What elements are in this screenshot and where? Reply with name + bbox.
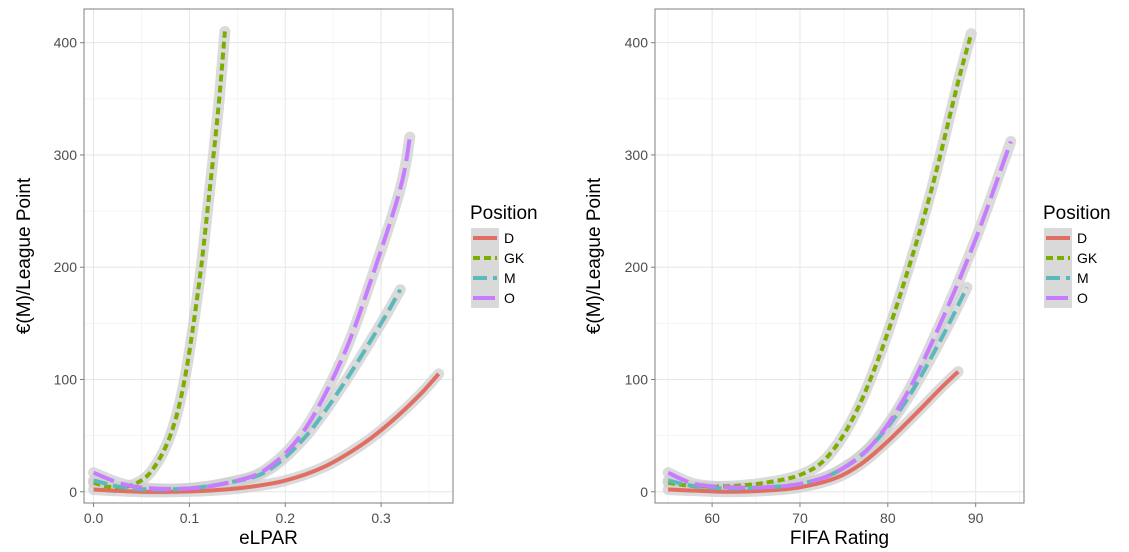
y-axis-title: €(M)/League Point <box>584 177 605 334</box>
series-line-d <box>93 372 441 494</box>
x-tick-label: 0.2 <box>276 510 296 526</box>
plot-area <box>655 9 1024 503</box>
x-axis-title: eLPAR <box>239 528 298 549</box>
legend-label-o: O <box>1077 290 1088 306</box>
x-tick-label: 60 <box>704 510 720 526</box>
series-group <box>662 28 1017 498</box>
y-axis-title: €(M)/League Point <box>14 177 35 334</box>
series-line-o <box>92 136 412 492</box>
series-line-o <box>667 140 1013 490</box>
x-tick-label: 90 <box>968 510 984 526</box>
y-tick-label: 300 <box>54 147 78 163</box>
legend-label-d: D <box>504 230 514 246</box>
y-tick-label: 400 <box>625 35 649 51</box>
x-tick-label: 0.1 <box>180 510 200 526</box>
y-tick-label: 0 <box>69 484 77 500</box>
legend-label-m: M <box>504 270 516 286</box>
x-axis-title: FIFA Rating <box>790 528 889 549</box>
x-tick-label: 70 <box>792 510 808 526</box>
legend-label-m: M <box>1077 270 1089 286</box>
legend: Position D GK MO <box>470 203 538 308</box>
x-tick-label: 0.3 <box>371 510 391 526</box>
series-line-d <box>668 370 960 494</box>
legend: Position D GK MO <box>1043 203 1111 308</box>
series-group <box>88 25 445 498</box>
legend-title: Position <box>1043 203 1111 224</box>
chart-panel-1: 0.0 0.1 0.2 0.3 0 100 200 300 400 eLPAR €(M)/Leagu… <box>14 8 538 549</box>
legend-label-d: D <box>1077 230 1087 246</box>
y-tick-label: 400 <box>54 35 78 51</box>
series-line-gk <box>93 31 227 490</box>
legend-label-o: O <box>504 290 515 306</box>
x-tick-label: 0.0 <box>84 510 104 526</box>
legend-title: Position <box>470 203 538 224</box>
y-tick-label: 0 <box>640 484 648 500</box>
y-tick-label: 200 <box>54 259 78 275</box>
y-tick-label: 100 <box>625 372 649 388</box>
plot-border <box>83 8 454 504</box>
y-tick-label: 300 <box>625 147 649 163</box>
plot-area <box>84 9 453 503</box>
y-tick-label: 200 <box>625 259 649 275</box>
chart-panel-2: 60 70 80 90 0 100 200 300 400 FIFA Rating €(M)/Lea… <box>584 8 1111 549</box>
x-tick-label: 80 <box>880 510 896 526</box>
plot-border <box>654 8 1025 504</box>
y-tick-label: 100 <box>54 372 78 388</box>
legend-label-gk: GK <box>504 250 525 266</box>
legend-label-gk: GK <box>1077 250 1098 266</box>
